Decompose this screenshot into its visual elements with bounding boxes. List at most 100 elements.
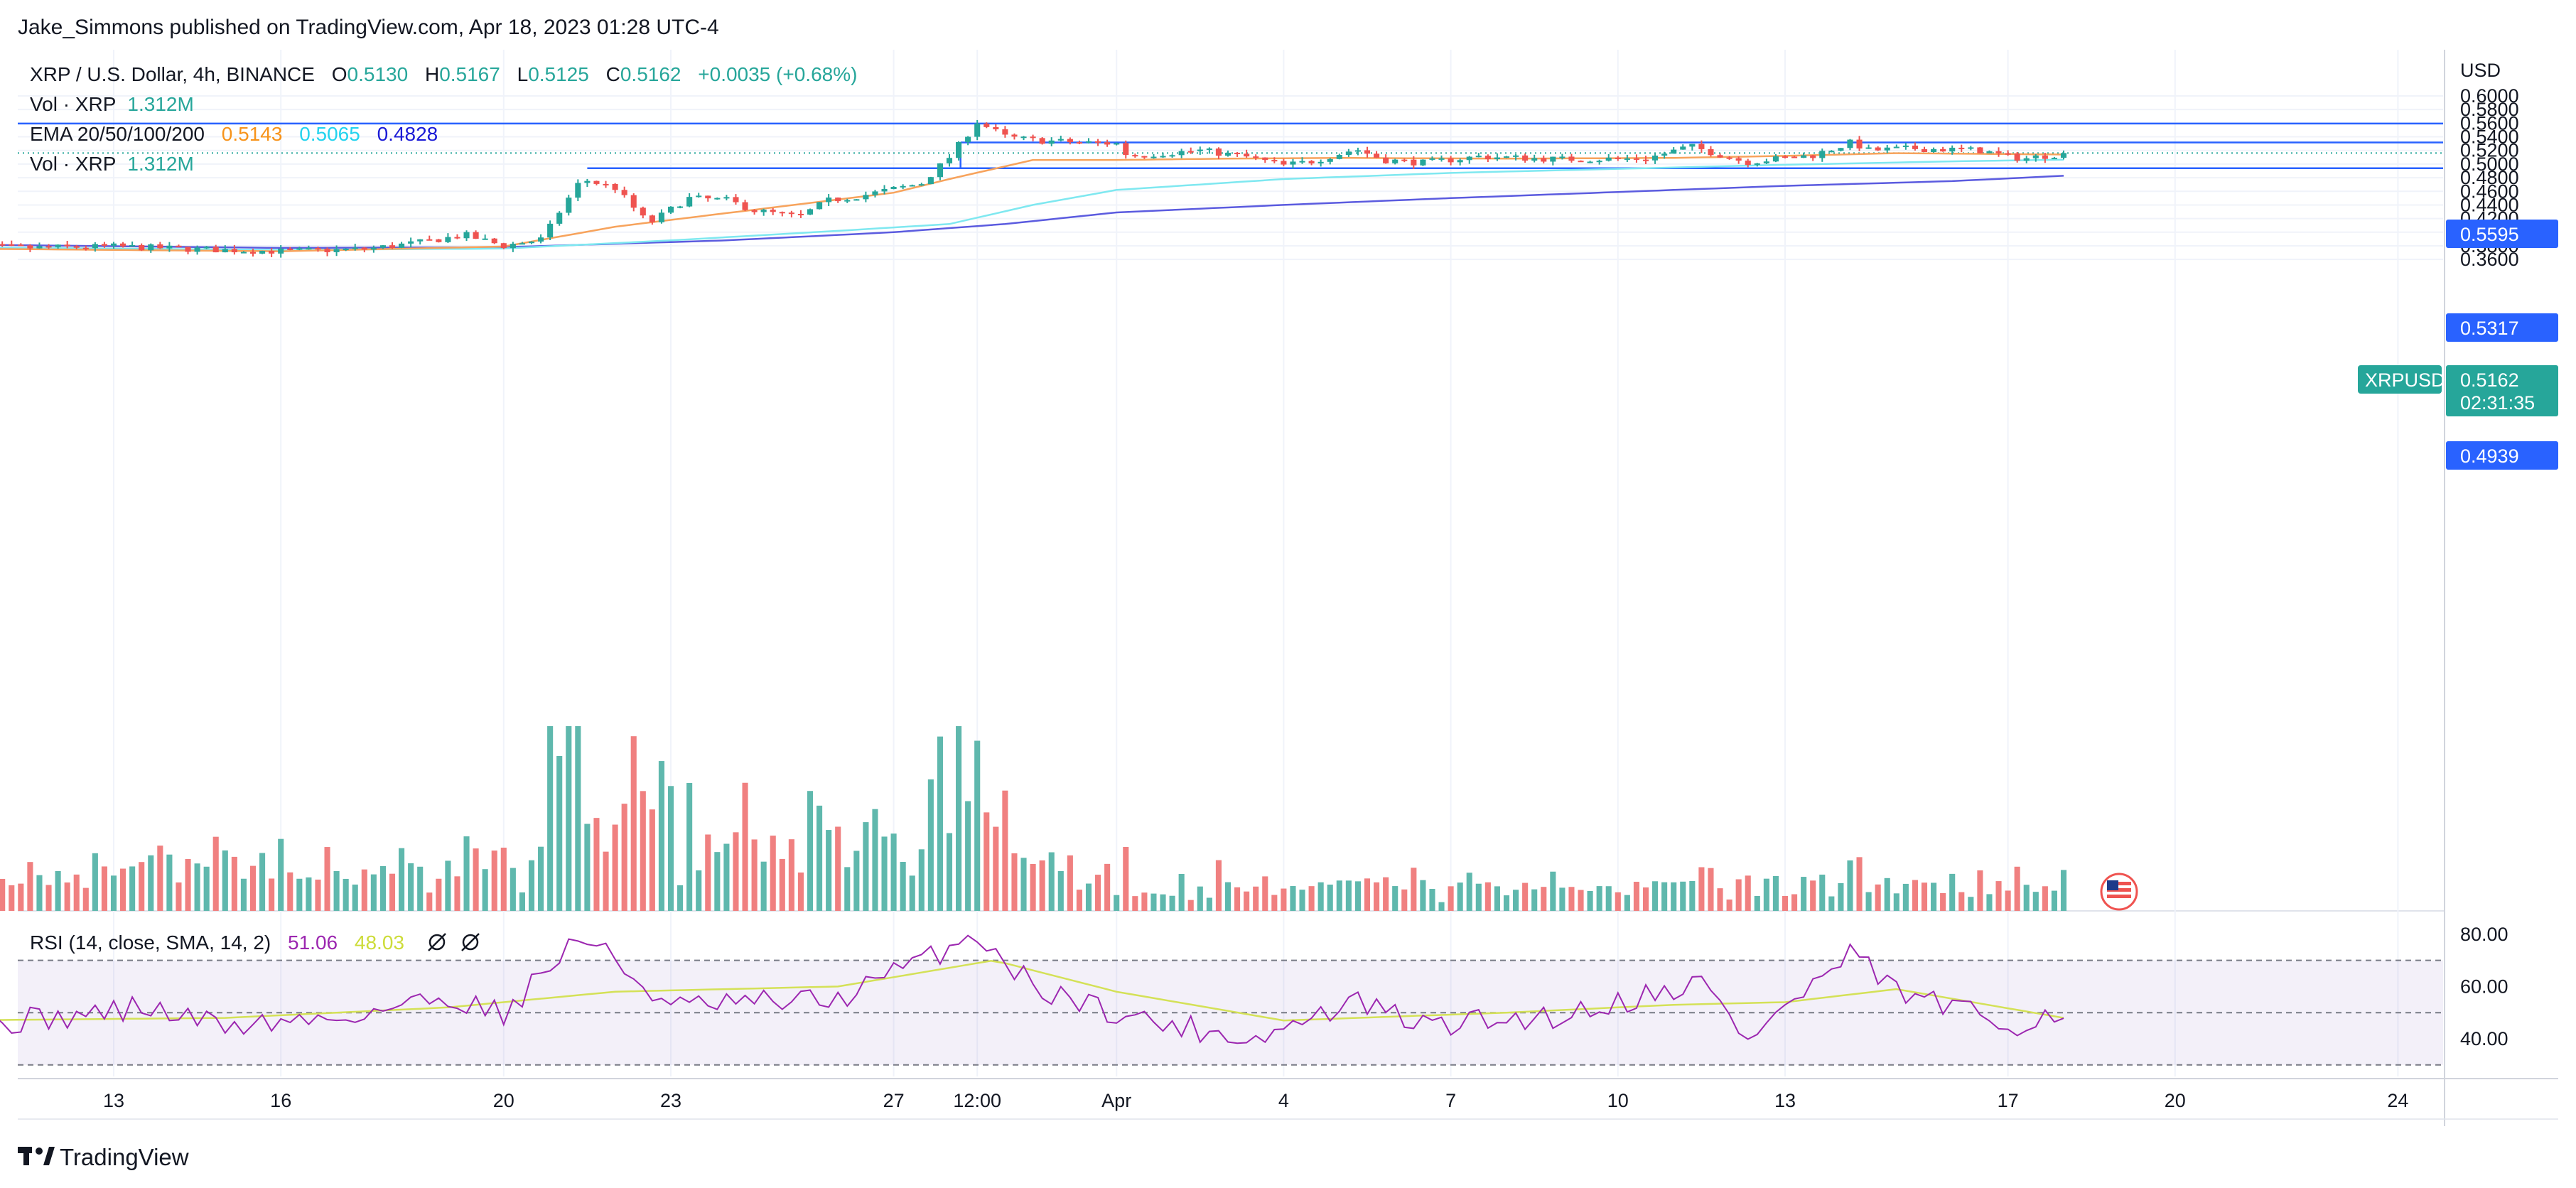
volume-bar — [1448, 886, 1454, 911]
candle-body — [473, 232, 479, 239]
svg-text:XRPUSD: XRPUSD — [2365, 369, 2445, 391]
candle-body — [324, 249, 330, 252]
candle-body — [166, 245, 173, 249]
candle-body — [1763, 161, 1769, 163]
candle-body — [1076, 142, 1082, 144]
candle-body — [1317, 161, 1324, 163]
candle-body — [1605, 157, 1612, 161]
candle-body — [1141, 156, 1148, 158]
volume-bar — [1912, 880, 1918, 911]
time-tick-label: 20 — [493, 1090, 514, 1111]
candle-body — [844, 200, 851, 202]
volume-bar — [2042, 886, 2048, 911]
candle-body — [1838, 148, 1844, 151]
volume-bar — [1587, 890, 1593, 911]
volume-bar — [1633, 881, 1639, 911]
volume-bar — [129, 866, 136, 911]
volume-bar — [306, 877, 312, 911]
volume-bar — [1531, 889, 1538, 911]
volume-bar — [1484, 882, 1491, 911]
time-tick-label: 20 — [2165, 1090, 2186, 1111]
candle-body — [723, 197, 730, 199]
tradingview-logo[interactable]: TradingView — [18, 1144, 189, 1170]
rsi-tick-label: 40.00 — [2460, 1028, 2508, 1049]
volume-bar — [696, 870, 702, 911]
volume-bar — [1503, 895, 1510, 911]
volume-bar — [1336, 880, 1342, 911]
candle-body — [1197, 149, 1203, 151]
candle-body — [1624, 158, 1630, 160]
volume-bar — [491, 850, 497, 911]
volume-bar — [1671, 882, 1677, 911]
price-tick-label: 0.5200 — [2460, 140, 2519, 161]
candle-body — [751, 210, 758, 212]
candle-body — [1039, 138, 1045, 144]
candle-body — [92, 244, 98, 249]
volume-bar — [863, 822, 869, 911]
hidden-eye-icon[interactable] — [428, 933, 446, 951]
volume-bar — [2032, 892, 2039, 911]
candle-body — [296, 248, 303, 250]
volume-bar — [1986, 894, 1993, 911]
legend-vol-2: Vol · XRP 1.312M — [30, 153, 194, 175]
volume-bar — [584, 824, 591, 911]
candle-body — [500, 243, 507, 249]
volume-bar — [1995, 881, 2002, 911]
volume-bar — [1726, 900, 1732, 911]
candle-body — [1187, 151, 1194, 153]
time-axis[interactable]: 13 16 20 23 27 12:00 Apr 4 7 10 13 17 20 24 — [103, 1090, 2408, 1111]
volume-bar — [1438, 902, 1445, 911]
candle-body — [621, 190, 627, 195]
candle-body — [1123, 143, 1129, 156]
us-flag-icon[interactable] — [2100, 873, 2138, 911]
candle-body — [1244, 153, 1250, 157]
candle-body — [1271, 160, 1278, 162]
volume-bar — [733, 832, 739, 911]
volume-bar — [1262, 876, 1268, 911]
candle-body — [1308, 161, 1315, 163]
candle-body — [1661, 153, 1668, 156]
volume-bar — [566, 726, 572, 911]
volume-bar — [946, 833, 953, 911]
candle-body — [640, 207, 646, 216]
volume-bar — [1578, 890, 1584, 911]
volume-bar — [1624, 895, 1630, 911]
candle-body — [853, 199, 860, 201]
volume-bar — [909, 875, 915, 911]
candle-body — [2014, 153, 2020, 161]
candle-body — [603, 183, 609, 185]
candle-body — [64, 244, 70, 247]
candle-body — [1364, 150, 1371, 154]
price-axis[interactable]: USD 0.60000.58000.56000.54000.52000.5000… — [2460, 60, 2519, 270]
hidden-eye-icon[interactable] — [461, 933, 480, 951]
volume-bar — [157, 846, 163, 911]
candle-body — [73, 246, 80, 248]
time-grid — [113, 50, 2399, 1076]
volume-bar — [956, 726, 962, 911]
volume-bar — [92, 853, 98, 911]
ema-20-line — [0, 152, 2064, 252]
last-price-tag: 0.5162 02:31:35 — [2446, 365, 2558, 416]
volume-bar — [1244, 891, 1250, 911]
candle-body — [315, 247, 321, 249]
candle-body — [399, 243, 405, 248]
candle-body — [807, 209, 814, 215]
volume-bar — [1299, 890, 1305, 911]
volume-bar — [1828, 896, 1835, 911]
volume-bar — [751, 839, 758, 911]
volume-bar — [361, 869, 367, 911]
volume-bar — [185, 858, 191, 911]
volume-bar — [259, 853, 266, 911]
volume-bar — [621, 804, 627, 911]
candle-body — [1912, 145, 1918, 149]
volume-bar — [1030, 863, 1036, 911]
candle-body — [222, 249, 228, 253]
candle-body — [1865, 147, 1872, 149]
svg-text:0.5317: 0.5317 — [2460, 318, 2519, 339]
rsi-tick-label: 80.00 — [2460, 924, 2508, 945]
candle-body — [2051, 158, 2057, 160]
volume-bar — [1123, 846, 1129, 911]
candle-body — [55, 244, 61, 247]
time-tick-label: 23 — [660, 1090, 681, 1111]
price-tick-label: 0.5400 — [2460, 126, 2519, 148]
